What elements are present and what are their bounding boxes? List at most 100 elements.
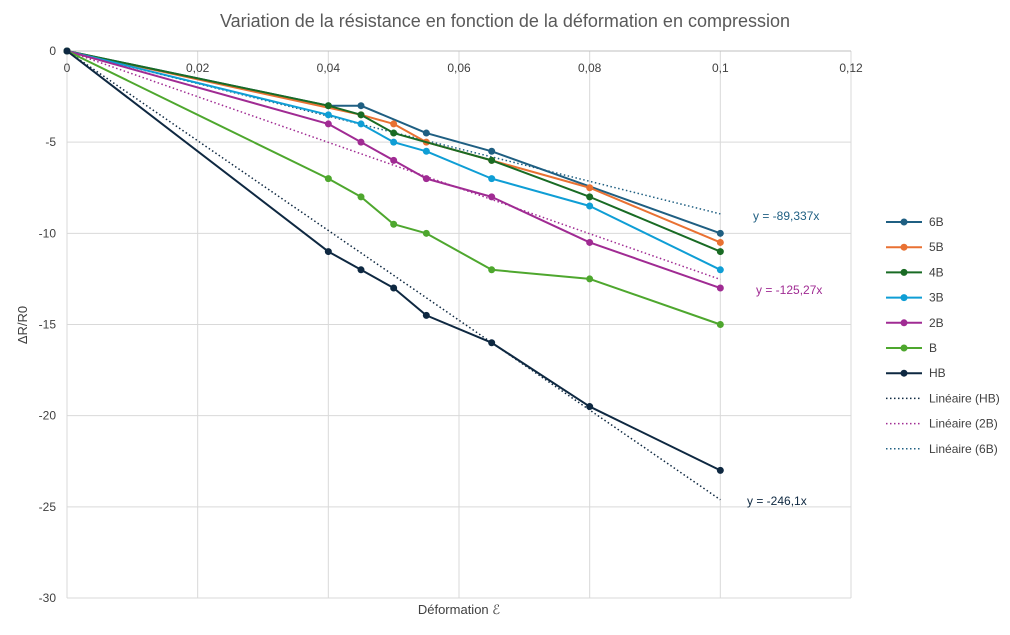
- series-hb: [63, 47, 724, 474]
- data-point: [716, 266, 724, 274]
- data-point: [324, 120, 332, 128]
- data-point: [716, 466, 724, 474]
- x-tick-label: 0,08: [578, 61, 602, 75]
- data-point: [488, 156, 496, 164]
- x-tick-label: 0,12: [839, 61, 863, 75]
- trendline-lin-aire-2b-: [66, 50, 721, 281]
- grid: [66, 50, 852, 599]
- trendline-equation: y = -89,337x: [753, 209, 819, 223]
- data-point: [716, 248, 724, 256]
- legend-label: 5B: [929, 240, 944, 254]
- legend-item: Linéaire (HB): [886, 391, 1000, 405]
- legend-marker: [900, 243, 908, 251]
- legend-label: 4B: [929, 265, 944, 279]
- legend-label: Linéaire (2B): [929, 417, 998, 431]
- data-point: [357, 120, 365, 128]
- data-point: [357, 102, 365, 110]
- chart-title: Variation de la résistance en fonction d…: [220, 11, 790, 31]
- legend-item: HB: [886, 366, 946, 380]
- y-tick-label: -5: [45, 135, 56, 149]
- trendline-equation: y = -246,1x: [747, 494, 807, 508]
- legend-marker: [900, 268, 908, 276]
- data-point: [324, 175, 332, 183]
- y-tick-label: -30: [39, 591, 57, 605]
- legend-label: Linéaire (6B): [929, 442, 998, 456]
- data-point: [422, 129, 430, 137]
- data-point: [716, 321, 724, 328]
- y-tick-label: -10: [39, 226, 57, 240]
- y-tick-label: 0: [49, 44, 56, 58]
- legend-item: Linéaire (2B): [886, 417, 998, 431]
- x-tick-label: 0,04: [317, 61, 341, 75]
- legend-label: B: [929, 341, 937, 355]
- legend-marker: [900, 319, 908, 327]
- series-line: [66, 50, 721, 271]
- data-point: [390, 156, 398, 164]
- data-point: [586, 184, 594, 192]
- data-point: [586, 193, 594, 201]
- y-tick-label: -25: [39, 500, 57, 514]
- data-point: [488, 266, 496, 274]
- series-line: [66, 50, 721, 244]
- y-tick-label: -20: [39, 409, 57, 423]
- x-axis-ticks: 0 0,02 0,04 0,06 0,08 0,1 0,12: [64, 61, 863, 75]
- data-point: [390, 284, 398, 292]
- data-point: [357, 266, 365, 274]
- data-point: [390, 220, 398, 228]
- data-point: [357, 193, 365, 201]
- legend-item: 6B: [886, 215, 944, 229]
- data-series: [63, 47, 724, 474]
- legend-item: B: [886, 341, 937, 355]
- legend: 6B 5B 4B 3B 2B B HB Linéaire (HB) Linéaire (2B) L…: [886, 215, 1000, 456]
- data-point: [422, 311, 430, 319]
- series-line: [66, 50, 721, 472]
- legend-marker: [900, 369, 908, 377]
- y-axis-ticks: 0 -5 -10 -15 -20 -25 -30: [39, 44, 57, 605]
- data-point: [488, 193, 496, 201]
- y-tick-label: -15: [39, 318, 57, 332]
- x-tick-label: 0: [64, 61, 71, 75]
- legend-item: 3B: [886, 291, 944, 305]
- legend-item: 2B: [886, 316, 944, 330]
- legend-label: 2B: [929, 316, 944, 330]
- data-point: [586, 202, 594, 210]
- trendline-lin-aire-hb-: [66, 50, 721, 501]
- data-point: [63, 47, 71, 55]
- data-point: [716, 229, 724, 237]
- data-point: [586, 403, 594, 411]
- data-point: [488, 175, 496, 183]
- data-point: [488, 339, 496, 347]
- legend-marker: [900, 218, 908, 226]
- legend-marker: [900, 294, 908, 302]
- legend-label: 6B: [929, 215, 944, 229]
- data-point: [390, 129, 398, 137]
- series-line: [66, 50, 721, 289]
- legend-marker: [900, 344, 908, 352]
- x-tick-label: 0,06: [447, 61, 471, 75]
- series-4b: [63, 47, 724, 256]
- data-point: [716, 238, 724, 246]
- data-point: [422, 229, 430, 237]
- legend-label: HB: [929, 366, 946, 380]
- legend-label: 3B: [929, 291, 944, 305]
- trendline-equation: y = -125,27x: [756, 283, 822, 297]
- x-tick-label: 0,1: [712, 61, 729, 75]
- trendline-equations: y = -246,1x y = -125,27x y = -89,337x: [747, 209, 822, 508]
- data-point: [586, 275, 594, 283]
- data-point: [357, 138, 365, 146]
- data-point: [422, 147, 430, 155]
- data-point: [324, 111, 332, 119]
- data-point: [716, 284, 724, 292]
- x-tick-label: 0,02: [186, 61, 210, 75]
- data-point: [390, 138, 398, 146]
- data-point: [586, 238, 594, 246]
- data-point: [488, 147, 496, 155]
- series-line: [66, 50, 721, 326]
- legend-item: Linéaire (6B): [886, 442, 998, 456]
- data-point: [390, 120, 398, 128]
- legend-item: 5B: [886, 240, 944, 254]
- legend-label: Linéaire (HB): [929, 391, 1000, 405]
- legend-item: 4B: [886, 265, 944, 279]
